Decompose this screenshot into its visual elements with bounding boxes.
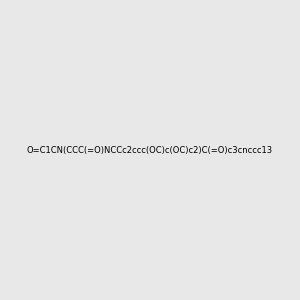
Text: O=C1CN(CCC(=O)NCCc2ccc(OC)c(OC)c2)C(=O)c3cnccc13: O=C1CN(CCC(=O)NCCc2ccc(OC)c(OC)c2)C(=O)c… [27, 146, 273, 154]
